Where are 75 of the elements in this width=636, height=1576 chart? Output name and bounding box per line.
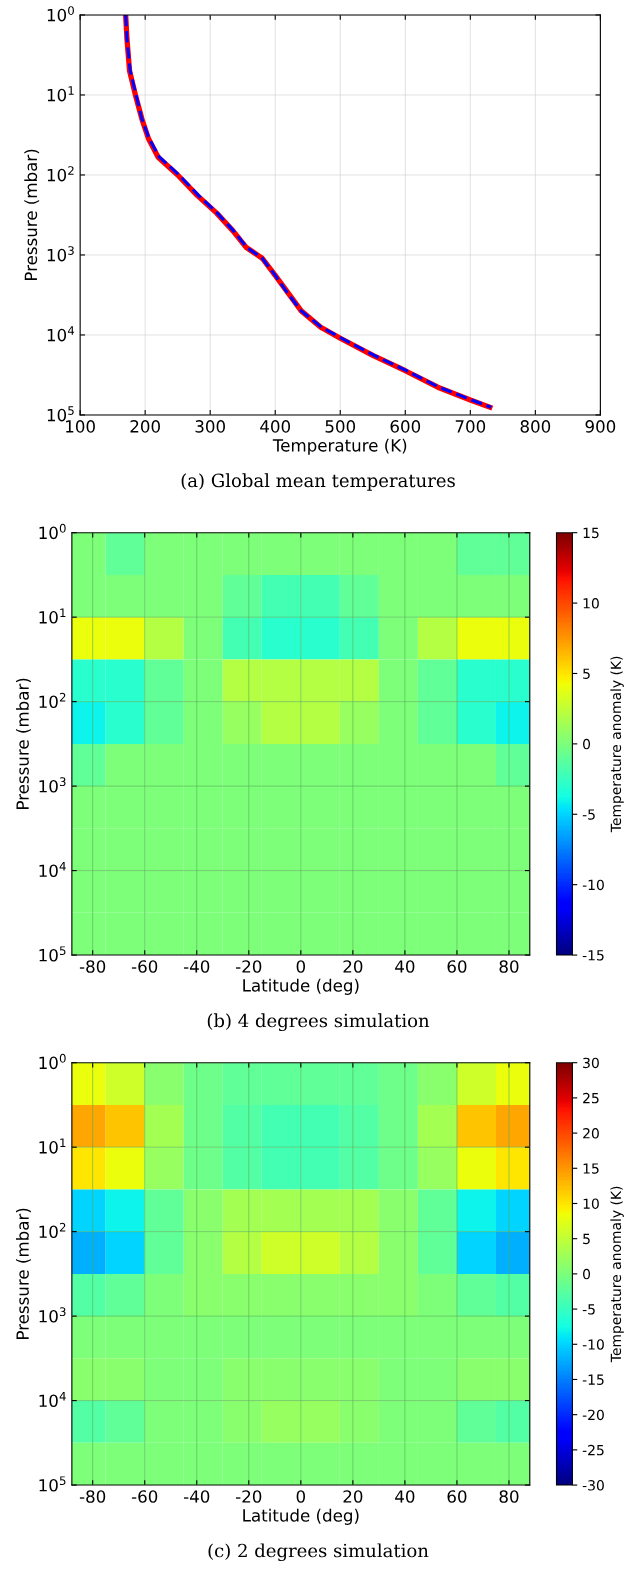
x-tick-label: -60 (131, 1490, 158, 1503)
x-tick-label: 80 (499, 960, 519, 973)
x-tick-label: -80 (79, 1490, 106, 1503)
color-bar-label: -5 (582, 1304, 595, 1315)
color-bar-label: -30 (582, 1480, 604, 1491)
x-axis-title: Latitude (deg) (243, 1508, 359, 1525)
text: (b) 4 degrees simulation (207, 1013, 430, 1032)
y-tick-label: 10$^{0}$ (39, 1053, 66, 1070)
color-bar-label: -5 (582, 809, 595, 820)
y-axis-title: Pressure (mbar) (24, 149, 40, 280)
x-tick-label: 80 (499, 1490, 519, 1503)
x-tick-label: 0 (296, 1490, 306, 1503)
y-tick-label: 10$^{3}$ (47, 246, 74, 262)
x-tick-label: 100 (66, 420, 95, 433)
y-tick-label: 10$^{1}$ (39, 1138, 66, 1154)
color-bar-label: 25 (583, 1092, 599, 1104)
x-tick-label: 900 (585, 420, 616, 433)
color-bar-label: -15 (582, 950, 604, 961)
y-tick-label: 10$^{1}$ (39, 608, 66, 624)
x-axis-title: Latitude (deg) (243, 978, 359, 995)
color-bar-label: 20 (583, 1128, 599, 1139)
color-bar-label: 10 (583, 1198, 599, 1209)
x-tick-label: 60 (447, 960, 467, 973)
y-tick-label: 10$^{3}$ (39, 1307, 66, 1323)
x-tick-label: -40 (183, 1490, 210, 1503)
color-bar-label: 15 (583, 1163, 599, 1174)
color-bar-label: -10 (582, 1339, 604, 1350)
x-tick-label: 40 (395, 1490, 415, 1503)
color-bar-title: Temperature anomaly (K) (610, 656, 624, 833)
x-tick-label: 0 (296, 960, 306, 973)
color-bar-label: 5 (583, 1233, 590, 1245)
y-tick-label: 10$^{2}$ (39, 1222, 66, 1239)
x-tick-label: 300 (195, 420, 225, 433)
y-tick-label: 10$^{2}$ (47, 166, 74, 182)
color-bar-label: 30 (583, 1057, 599, 1069)
x-axis-title: Temperature (K) (272, 438, 407, 455)
color-bar-label: 5 (583, 668, 590, 679)
y-tick-label: 10$^{1}$ (47, 86, 74, 102)
x-tick-label: 60 (447, 1490, 467, 1503)
x-tick-label: -60 (131, 960, 158, 973)
color-bar-label: 0 (583, 738, 591, 750)
y-tick-label: 10$^{0}$ (39, 523, 66, 540)
x-tick-label: -20 (236, 1490, 262, 1503)
color-bar-label: 0 (583, 1268, 591, 1280)
y-tick-label: 10$^{5}$ (39, 946, 66, 962)
x-tick-label: -40 (183, 960, 210, 973)
y-tick-label: 10$^{0}$ (47, 6, 74, 22)
color-bar-label: -15 (582, 1374, 604, 1385)
x-tick-label: -80 (79, 960, 106, 973)
color-bar-label: 15 (583, 527, 599, 539)
x-tick-label: 200 (130, 420, 160, 433)
y-tick-label: 10$^{5}$ (39, 1476, 66, 1492)
y-axis-title: Pressure (mbar) (15, 678, 31, 809)
y-tick-label: 10$^{3}$ (39, 777, 66, 793)
y-axis-title: Pressure (mbar) (15, 1208, 31, 1339)
color-bar-label: -25 (582, 1444, 604, 1456)
x-tick-label: 800 (520, 420, 551, 433)
color-bar-label: -10 (582, 879, 604, 891)
x-tick-label: 600 (390, 420, 421, 433)
y-tick-label: 10$^{4}$ (39, 1391, 66, 1408)
x-tick-label: 700 (455, 420, 486, 433)
y-tick-label: 10$^{2}$ (39, 692, 66, 709)
x-tick-label: 400 (260, 420, 291, 433)
text: (a) Global mean temperatures (181, 473, 455, 491)
x-tick-label: 500 (325, 420, 356, 433)
color-bar-title: Temperature anomaly (K) (610, 1186, 624, 1363)
y-tick-label: 10$^{4}$ (39, 861, 66, 878)
x-tick-label: 40 (395, 960, 415, 973)
color-bar-label: -20 (582, 1409, 604, 1421)
text: (c) 2 degrees simulation (208, 1543, 429, 1562)
y-tick-label: 10$^{4}$ (47, 326, 75, 342)
x-tick-label: -20 (236, 960, 262, 973)
color-bar-label: 10 (583, 598, 599, 609)
x-tick-label: 20 (343, 1490, 363, 1503)
x-tick-label: 20 (343, 960, 363, 973)
